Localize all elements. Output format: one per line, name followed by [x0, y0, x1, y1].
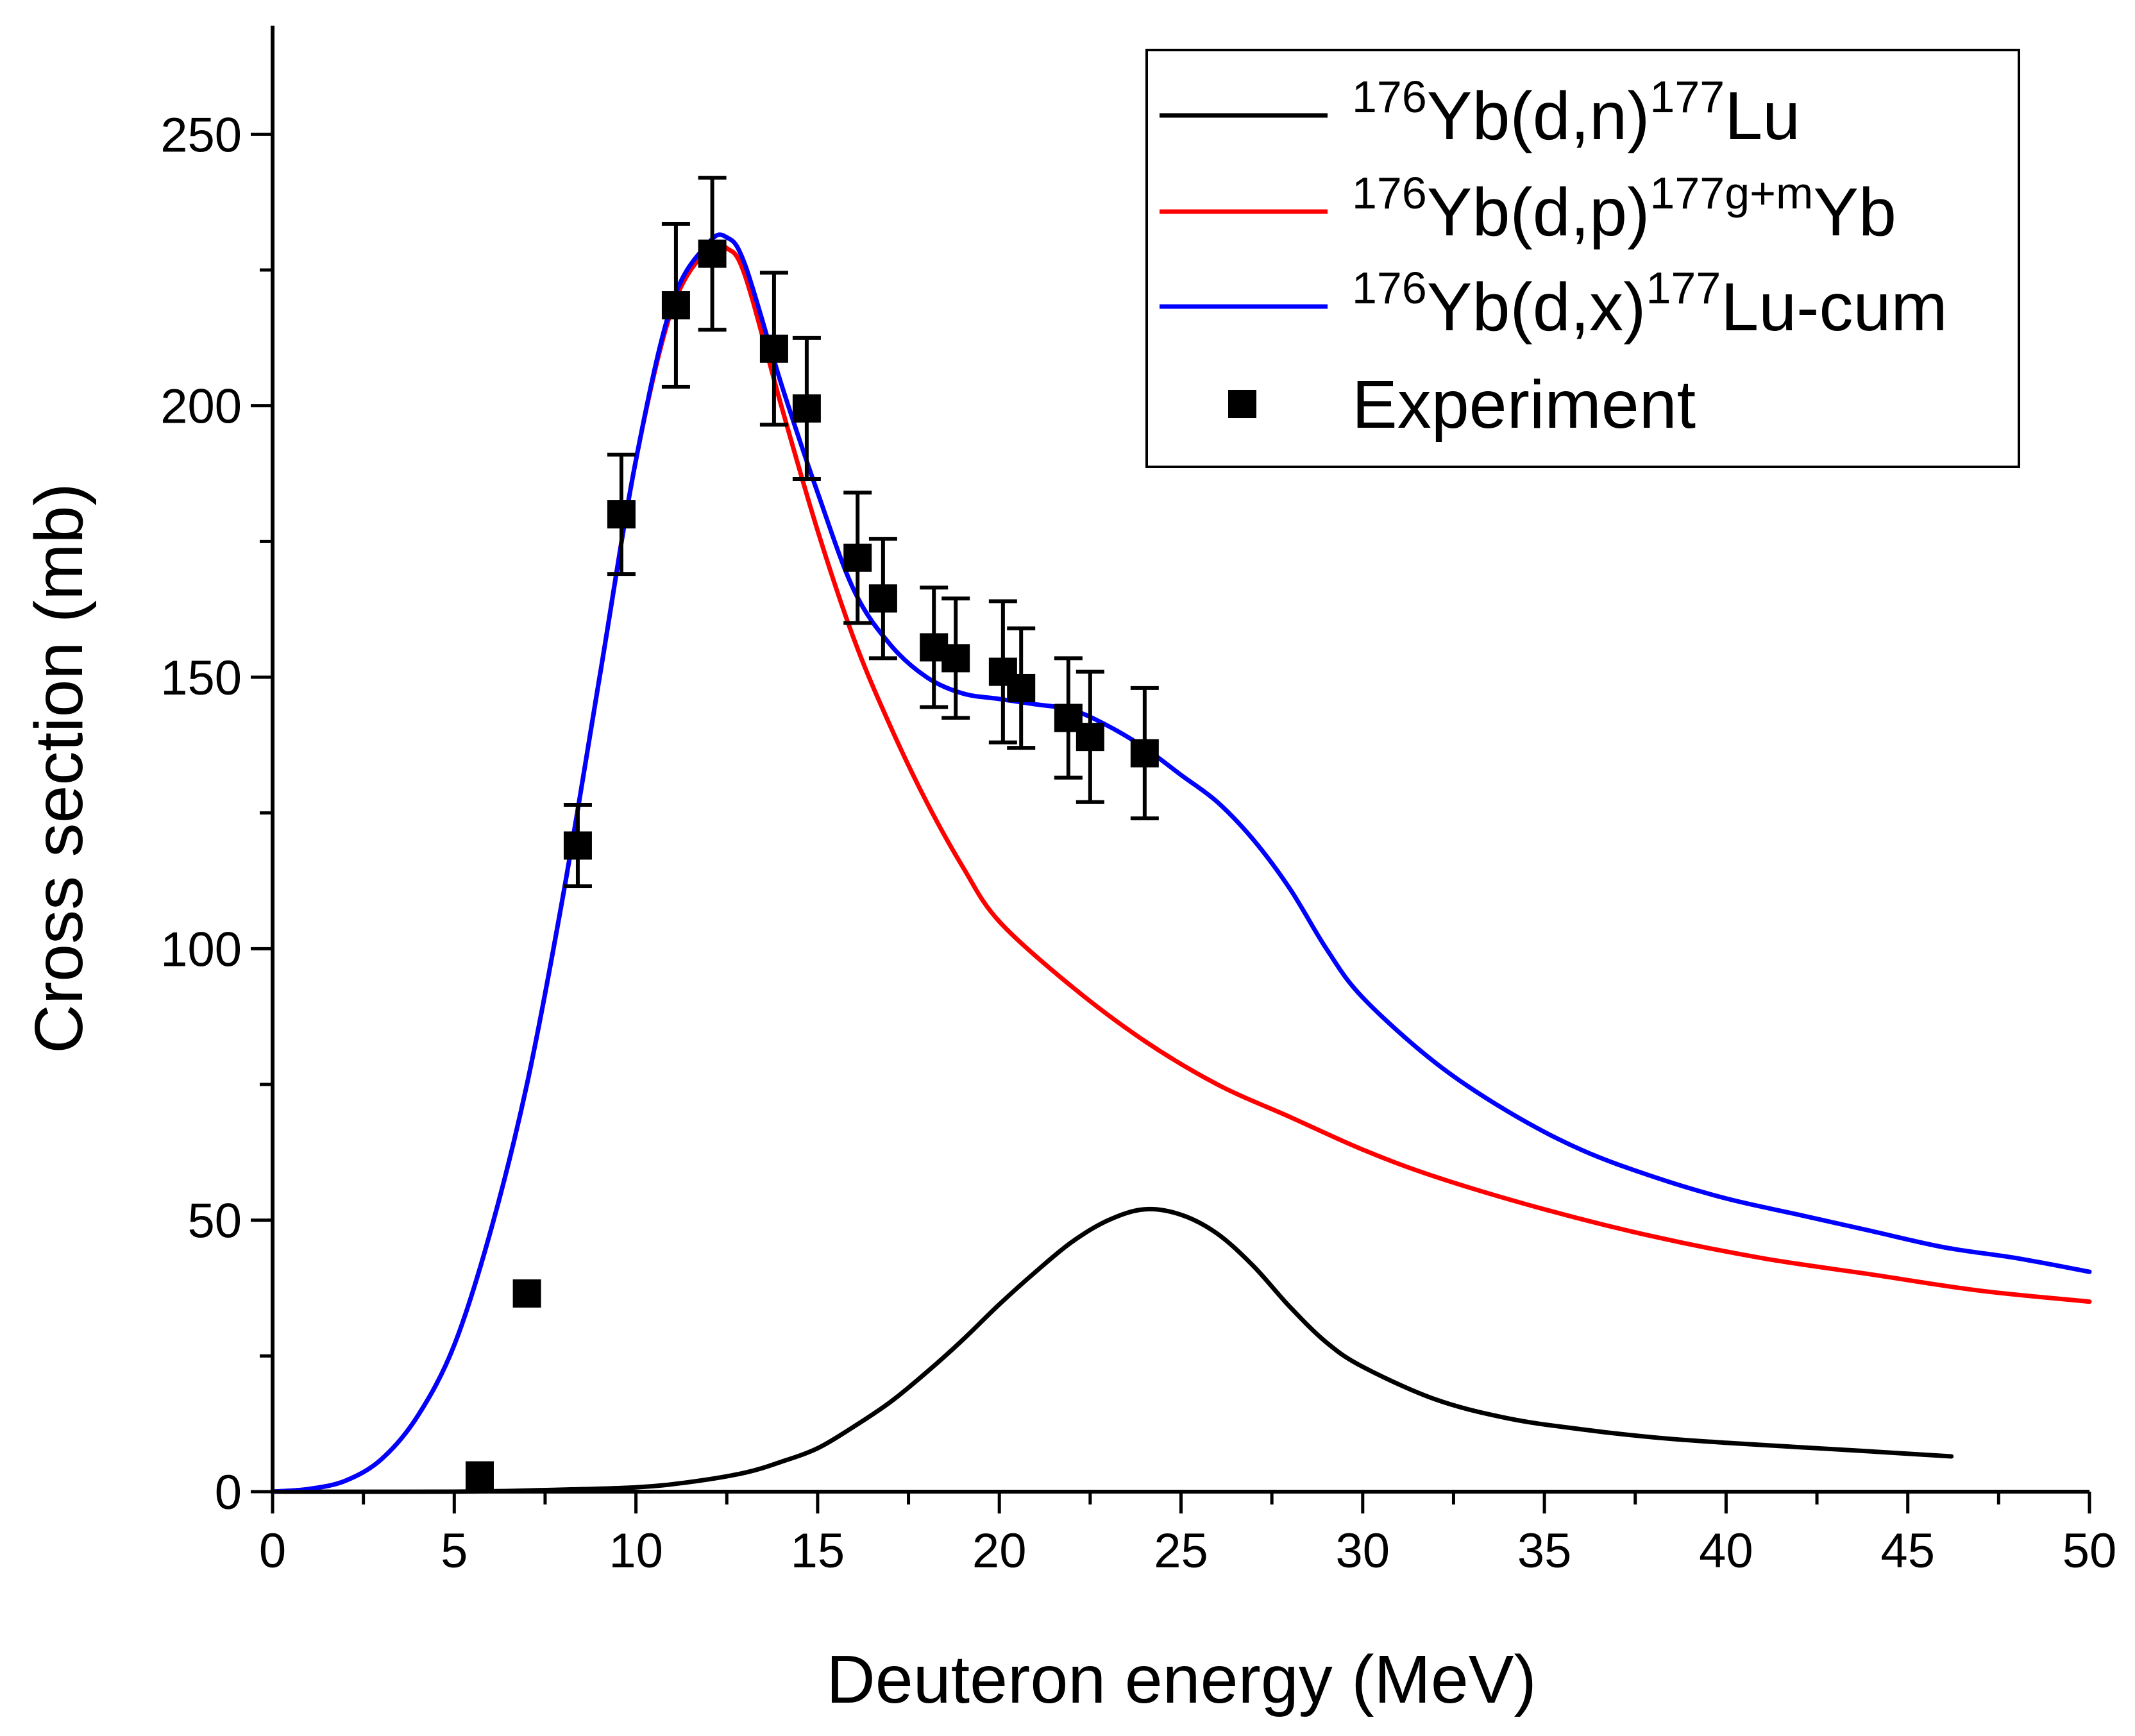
experiment-point [759, 334, 788, 363]
plot-series [270, 176, 2092, 1494]
legend-swatch-marker [1228, 390, 1256, 418]
experiment-point [1007, 673, 1036, 702]
experiment-point [1076, 723, 1104, 752]
x-axis-title: Deuteron energy (MeV) [826, 1642, 1537, 1717]
legend-box [1145, 49, 2020, 468]
y-tick-label: 200 [160, 380, 242, 434]
y-tick-label: 0 [215, 1465, 242, 1520]
x-tick-label: 20 [972, 1524, 1027, 1578]
experiment-point [512, 1279, 541, 1308]
x-tick-label: 45 [1880, 1524, 1935, 1578]
x-tick-label: 35 [1517, 1524, 1572, 1578]
x-tick-label: 15 [791, 1524, 845, 1578]
experiment-point [941, 644, 970, 673]
x-tick-label: 40 [1699, 1524, 1753, 1578]
x-tick-label: 30 [1336, 1524, 1390, 1578]
x-tick-label: 10 [609, 1524, 663, 1578]
experiment-point [698, 239, 727, 268]
x-tick-label: 0 [259, 1524, 286, 1578]
x-tick-label: 5 [441, 1524, 468, 1578]
experiment-point [563, 831, 592, 860]
experiment-point [792, 394, 821, 423]
legend-label: 176Yb(d,n)177Lu [1352, 72, 1800, 154]
series-line-2 [270, 232, 2092, 1494]
experiment-point [868, 584, 897, 613]
legend-label: Experiment [1352, 367, 1696, 442]
experiment-point [661, 291, 690, 320]
x-tick-label: 25 [1154, 1524, 1208, 1578]
legend: 176Yb(d,n)177Lu 176Yb(d,p)177g+mYb 176Yb(d… [1145, 49, 2020, 468]
legend-label: 176Yb(d,p)177g+mYb [1352, 168, 1896, 250]
x-tick-label: 50 [2063, 1524, 2117, 1578]
experiment-point [1130, 739, 1159, 768]
experiment-point [843, 543, 872, 572]
y-tick-label: 150 [160, 651, 242, 705]
axes: 0 5 10 15 20 25 30 35 40 45 50 0 50 100 150 200 250 [160, 26, 2116, 1578]
legend-label: 176Yb(d,x)177Lu-cum [1352, 263, 1948, 345]
y-tick-label: 250 [160, 108, 242, 162]
y-axis-title: Cross section (mb) [21, 483, 97, 1053]
y-tick-label: 100 [160, 922, 242, 977]
series-line-0 [270, 1206, 1954, 1494]
experiment-point [607, 500, 636, 528]
y-tick-label: 50 [187, 1194, 242, 1249]
experiment-point [465, 1461, 494, 1490]
